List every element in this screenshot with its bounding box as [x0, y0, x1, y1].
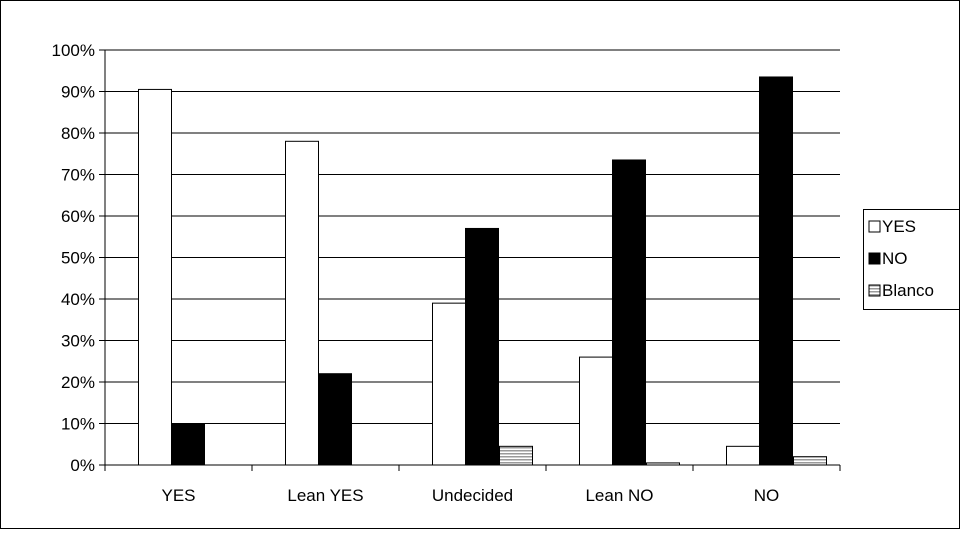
- y-tick-label: 10%: [61, 415, 95, 434]
- y-tick-label: 60%: [61, 207, 95, 226]
- bar-yes-undecided: [432, 302, 466, 466]
- legend-label-blanco: Blanco: [882, 281, 934, 300]
- bar-yes-yes: [138, 88, 172, 466]
- bar-blanco-no: [793, 456, 827, 466]
- bar-yes-lean-yes: [285, 140, 319, 466]
- bar-no-yes: [171, 423, 205, 466]
- y-tick-label: 30%: [61, 332, 95, 351]
- x-tick-label: NO: [754, 486, 780, 505]
- bar-no-lean-no: [612, 159, 646, 466]
- y-tick-label: 20%: [61, 373, 95, 392]
- legend-swatch-blanco: [868, 284, 881, 297]
- legend-swatch-no: [868, 252, 881, 265]
- bar-yes-no: [726, 445, 760, 466]
- legend-label-yes: YES: [882, 217, 916, 236]
- legend-swatch-yes: [868, 220, 881, 233]
- y-tick-label: 70%: [61, 166, 95, 185]
- y-tick-label: 40%: [61, 290, 95, 309]
- bar-blanco-undecided: [499, 445, 533, 466]
- bar-no-no: [759, 76, 793, 466]
- x-tick-label: Undecided: [432, 486, 513, 505]
- bar-no-lean-yes: [318, 373, 352, 466]
- axes: [104, 50, 840, 466]
- y-tick-label: 50%: [61, 249, 95, 268]
- y-tick-label: 90%: [61, 83, 95, 102]
- legend: YES NO Blanco: [863, 209, 960, 310]
- y-tick-label: 0%: [70, 456, 95, 475]
- y-axis-tick-labels: 0% 10% 20% 30% 40% 50% 60% 70% 80% 90% 100%: [52, 41, 105, 475]
- bar-no-undecided: [465, 227, 499, 466]
- grid-lines: [105, 49, 840, 424]
- y-tick-label: 80%: [61, 124, 95, 143]
- bars: [138, 76, 827, 466]
- y-tick-label: 100%: [52, 41, 95, 60]
- x-tick-label: Lean YES: [287, 486, 363, 505]
- x-tick-label: YES: [161, 486, 195, 505]
- bar-yes-lean-no: [579, 356, 613, 466]
- legend-label-no: NO: [882, 249, 908, 268]
- x-tick-label: Lean NO: [585, 486, 653, 505]
- x-axis-tick-labels: YES Lean YES Undecided Lean NO NO: [104, 465, 841, 505]
